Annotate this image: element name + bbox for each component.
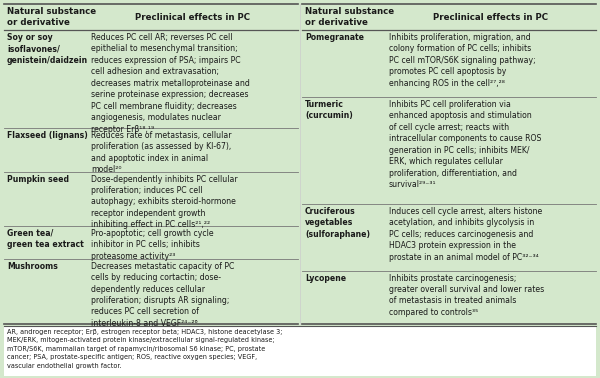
Text: cancer; PSA, prostate-specific antigen; ROS, reactive oxygen species; VEGF,: cancer; PSA, prostate-specific antigen; … (7, 355, 257, 361)
Text: MEK/ERK, mitogen-activated protein kinase/extracellular signal-regulated kinase;: MEK/ERK, mitogen-activated protein kinas… (7, 338, 275, 344)
Text: Inhibits PC cell proliferation via
enhanced apoptosis and stimulation
of cell cy: Inhibits PC cell proliferation via enhan… (389, 100, 541, 189)
Text: Inhibits prostate carcinogenesis;
greater overall survival and lower rates
of me: Inhibits prostate carcinogenesis; greate… (389, 274, 544, 317)
Text: Lycopene: Lycopene (305, 274, 346, 282)
Text: Preclinical effects in PC: Preclinical effects in PC (433, 12, 548, 22)
Text: Decreases metastatic capacity of PC
cells by reducing cortactin; dose-
dependent: Decreases metastatic capacity of PC cell… (91, 262, 234, 328)
Text: Natural substance
or derivative: Natural substance or derivative (7, 7, 96, 27)
Text: Inhibits proliferation, migration, and
colony formation of PC cells; inhibits
PC: Inhibits proliferation, migration, and c… (389, 33, 535, 88)
Text: Green tea/
green tea extract: Green tea/ green tea extract (7, 229, 84, 249)
Text: Flaxseed (lignans): Flaxseed (lignans) (7, 131, 88, 140)
Text: AR, androgen receptor; Erβ, estrogen receptor beta; HDAC3, histone deacetylase 3: AR, androgen receptor; Erβ, estrogen rec… (7, 329, 283, 335)
Text: Soy or soy
isoflavones/
genistein/daidzein: Soy or soy isoflavones/ genistein/daidze… (7, 33, 88, 65)
Text: Pumpkin seed: Pumpkin seed (7, 175, 69, 184)
Text: Pro-apoptotic; cell growth cycle
inhibitor in PC cells; inhibits
proteasome acti: Pro-apoptotic; cell growth cycle inhibit… (91, 229, 214, 261)
Text: Pomegranate: Pomegranate (305, 33, 364, 42)
Text: Preclinical effects in PC: Preclinical effects in PC (136, 12, 250, 22)
Text: Reduces rate of metastasis, cellular
proliferation (as assessed by KI-67),
and a: Reduces rate of metastasis, cellular pro… (91, 131, 231, 174)
Text: Induces cell cycle arrest, alters histone
acetylation, and inhibits glycolysis i: Induces cell cycle arrest, alters histon… (389, 207, 542, 262)
Text: Turmeric
(curcumin): Turmeric (curcumin) (305, 100, 353, 120)
Text: vascular endothelial growth factor.: vascular endothelial growth factor. (7, 363, 122, 369)
Text: Cruciferous
vegetables
(sulforaphane): Cruciferous vegetables (sulforaphane) (305, 207, 370, 239)
Text: Dose-dependently inhibits PC cellular
proliferation; induces PC cell
autophagy; : Dose-dependently inhibits PC cellular pr… (91, 175, 238, 229)
Text: Mushrooms: Mushrooms (7, 262, 58, 271)
Bar (4, 326, 596, 376)
Text: Reduces PC cell AR; reverses PC cell
epithelial to mesenchymal transition;
reduc: Reduces PC cell AR; reverses PC cell epi… (91, 33, 250, 133)
Text: Natural substance
or derivative: Natural substance or derivative (305, 7, 394, 27)
Text: mTOR/S6K, mammalian target of rapamycin/ribosomal S6 kinase; PC, prostate: mTOR/S6K, mammalian target of rapamycin/… (7, 346, 265, 352)
